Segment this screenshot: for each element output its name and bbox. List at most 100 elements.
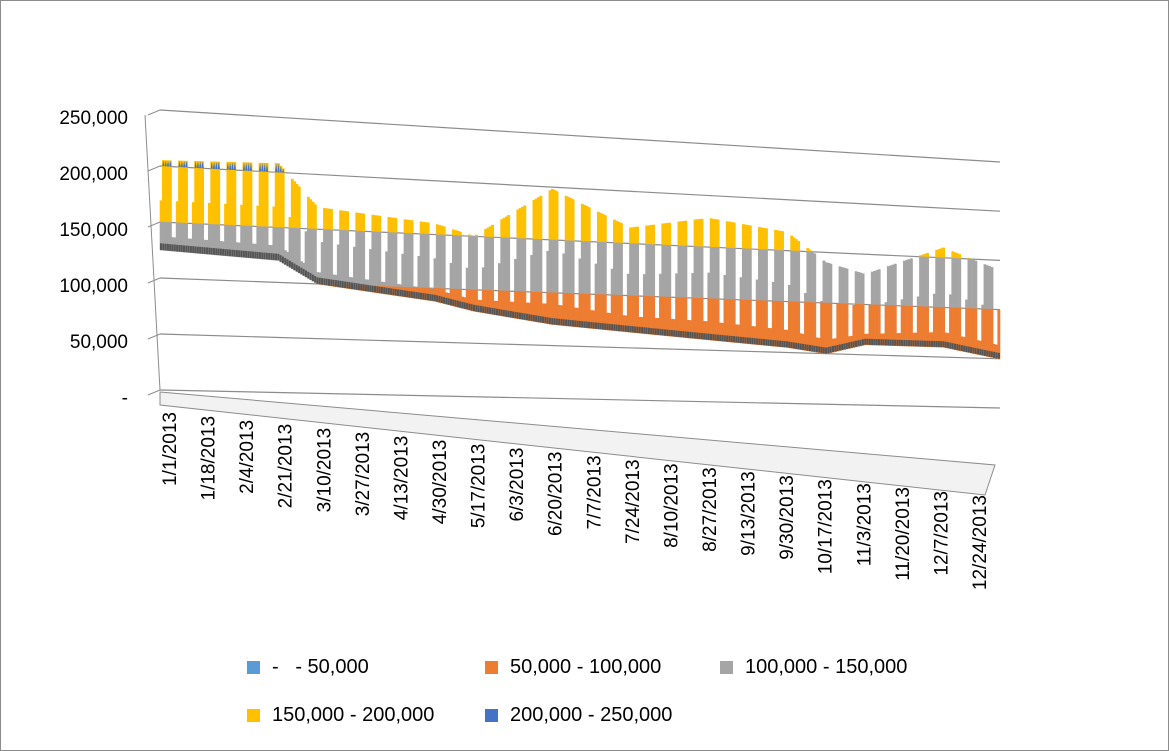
surface-shadow: [302, 269, 305, 276]
gridline-side: [147, 389, 161, 396]
surface-shadow: [845, 342, 849, 349]
surface-slice: [539, 239, 543, 293]
surface-slice: [744, 299, 748, 344]
surface-slice: [306, 228, 310, 279]
surface-slice: [840, 267, 844, 305]
surface-slice: [353, 246, 356, 286]
surface-shadow: [654, 328, 658, 335]
surface-slice: [974, 308, 978, 355]
surface-slice: [567, 240, 570, 294]
surface-slice: [617, 221, 621, 244]
surface-shadow: [263, 252, 266, 260]
surface-shadow: [926, 340, 929, 347]
surface-shadow: [521, 313, 524, 320]
surface-slice: [985, 265, 989, 310]
surface-peak: [199, 161, 202, 169]
surface-shadow: [769, 339, 773, 346]
surface-shadow: [790, 342, 793, 349]
surface-slice: [905, 259, 909, 307]
surface-shadow: [268, 252, 271, 260]
surface-shadow: [942, 341, 945, 348]
surface-shadow: [449, 298, 453, 306]
surface-shadow: [873, 338, 876, 346]
surface-slice: [967, 308, 971, 353]
surface-slice: [583, 204, 587, 242]
surface-slice: [274, 163, 278, 228]
surface-slice: [613, 219, 616, 244]
surface-slice: [474, 236, 478, 291]
surface-slice: [369, 249, 373, 287]
surface-shadow: [496, 308, 499, 316]
gridline: [159, 333, 1001, 360]
surface-slice: [748, 299, 752, 345]
surface-shadow: [578, 320, 582, 328]
surface-shadow: [447, 298, 450, 305]
surface-shadow: [173, 244, 177, 252]
surface-shadow: [638, 326, 641, 334]
x-tick-label: 3/10/2013: [314, 428, 335, 513]
surface-shadow: [489, 307, 492, 314]
surface-slice: [776, 249, 780, 302]
surface-slice: [594, 263, 598, 295]
surface-shadow: [332, 279, 335, 287]
surface-slice: [709, 246, 713, 300]
surface-shadow: [459, 301, 462, 308]
surface-slice: [716, 247, 720, 300]
surface-slice: [610, 268, 614, 296]
surface-shadow: [891, 339, 895, 346]
x-tick-label: 1/18/2013: [199, 416, 220, 501]
surface-slice: [695, 246, 699, 299]
surface-slice: [778, 230, 782, 251]
surface-peak: [258, 163, 262, 172]
surface-peak: [164, 160, 167, 167]
surface-shadow: [875, 339, 879, 346]
surface-slice: [746, 248, 750, 301]
surface-slice: [362, 213, 366, 232]
surface-peak: [217, 161, 220, 170]
surface-shadow: [949, 342, 952, 349]
surface-slice: [958, 307, 962, 351]
surface-slice: [725, 221, 729, 249]
surface-slice: [198, 161, 202, 225]
surface-slice: [659, 273, 662, 298]
surface-shadow: [553, 318, 556, 325]
surface-slice: [953, 252, 957, 259]
surface-slice: [417, 256, 421, 289]
surface-slice: [613, 242, 616, 296]
surface-shadow: [535, 315, 538, 322]
surface-shadow: [528, 314, 531, 321]
surface-shadow: [993, 351, 996, 358]
surface-slice: [555, 239, 559, 294]
surface-shadow: [965, 346, 968, 353]
surface-shadow: [813, 345, 816, 352]
surface-slice: [739, 299, 743, 344]
surface-shadow: [367, 284, 370, 292]
surface-shadow: [726, 335, 729, 342]
surface-slice: [889, 265, 893, 306]
surface-slice: [730, 222, 734, 249]
surface-shadow: [657, 328, 660, 335]
surface-shadow: [884, 339, 888, 346]
surface-slice: [468, 235, 471, 290]
surface-slice: [808, 302, 812, 352]
surface-slice: [486, 236, 490, 291]
surface-slice: [845, 268, 849, 305]
surface-slice: [564, 240, 568, 294]
surface-shadow: [841, 343, 844, 351]
surface-slice: [781, 250, 784, 302]
surface-slice: [951, 307, 955, 350]
surface-slice: [548, 190, 552, 241]
surface-shadow: [822, 347, 826, 354]
surface-shadow: [281, 256, 285, 264]
surface-slice: [748, 248, 752, 301]
surface-peak: [242, 162, 246, 171]
surface-slice: [776, 230, 780, 251]
surface-slice: [937, 257, 941, 308]
surface-slice: [714, 219, 718, 248]
surface-shadow: [519, 312, 522, 320]
surface-slice: [942, 247, 946, 259]
surface-slice: [272, 206, 276, 228]
surface-shadow: [848, 342, 851, 349]
surface-slice: [442, 234, 446, 290]
surface-shadow: [544, 316, 547, 324]
